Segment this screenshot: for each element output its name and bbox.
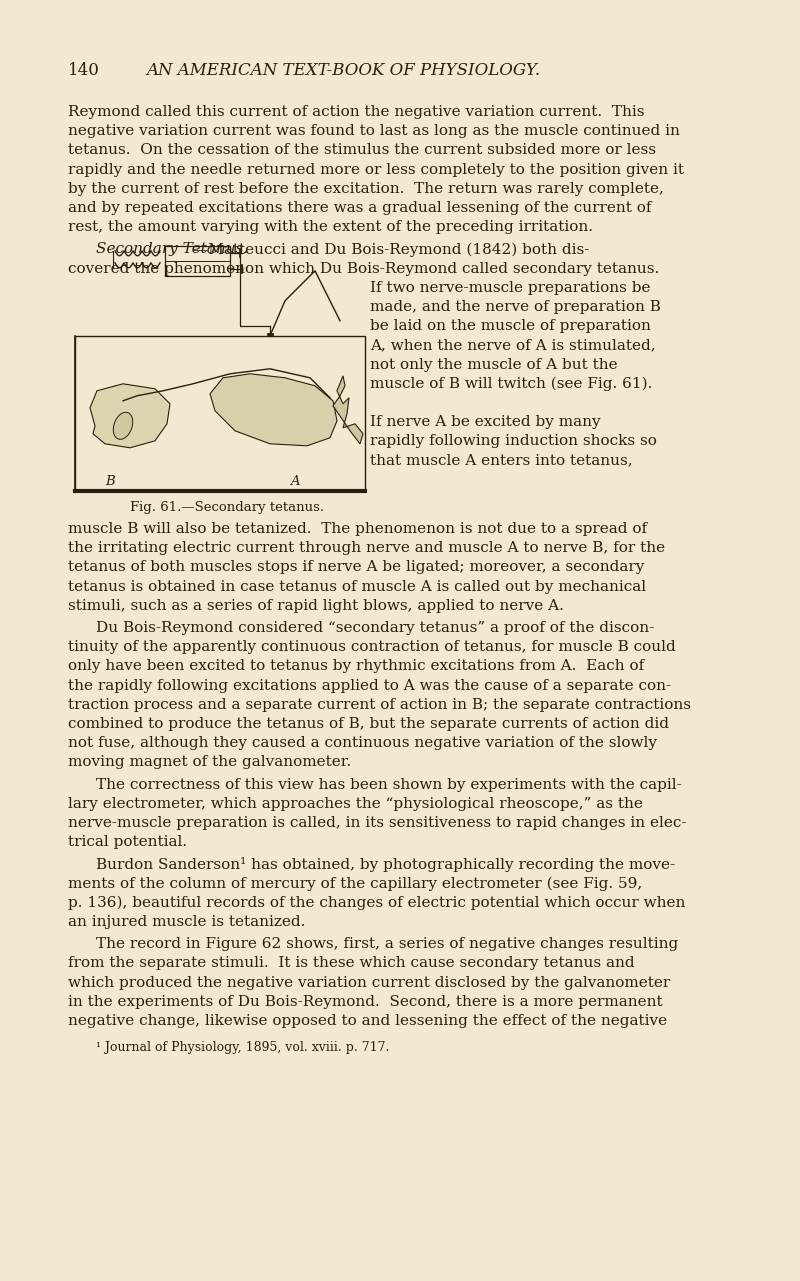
Text: only have been excited to tetanus by rhythmic excitations from A.  Each of: only have been excited to tetanus by rhy… xyxy=(68,660,644,674)
Text: covered the phenomenon which Du Bois-Reymond called secondary tetanus.: covered the phenomenon which Du Bois-Rey… xyxy=(68,261,659,275)
Text: the rapidly following excitations applied to A was the cause of a separate con-: the rapidly following excitations applie… xyxy=(68,679,671,693)
Bar xyxy=(165,246,230,275)
Bar xyxy=(75,336,365,491)
Text: nerve-muscle preparation is called, in its sensitiveness to rapid changes in ele: nerve-muscle preparation is called, in i… xyxy=(68,816,686,830)
Text: moving magnet of the galvanometer.: moving magnet of the galvanometer. xyxy=(68,756,351,770)
Text: ¹ Journal of Physiology, 1895, vol. xviii. p. 717.: ¹ Journal of Physiology, 1895, vol. xvii… xyxy=(96,1041,390,1054)
Text: The correctness of this view has been shown by experiments with the capil-: The correctness of this view has been sh… xyxy=(96,778,682,792)
Text: tetanus is obtained in case tetanus of muscle A is called out by mechanical: tetanus is obtained in case tetanus of m… xyxy=(68,579,646,593)
Text: that muscle A enters into tetanus,: that muscle A enters into tetanus, xyxy=(370,453,633,468)
Text: —Matteucci and Du Bois-Reymond (1842) both dis-: —Matteucci and Du Bois-Reymond (1842) bo… xyxy=(193,242,590,256)
Text: rapidly following induction shocks so: rapidly following induction shocks so xyxy=(370,434,657,448)
Text: tetanus.  On the cessation of the stimulus the current subsided more or less: tetanus. On the cessation of the stimulu… xyxy=(68,143,656,158)
Text: If nerve A be excited by many: If nerve A be excited by many xyxy=(370,415,601,429)
Text: 140: 140 xyxy=(68,61,100,79)
Text: AN AMERICAN TEXT-BOOK OF PHYSIOLOGY.: AN AMERICAN TEXT-BOOK OF PHYSIOLOGY. xyxy=(146,61,540,79)
Text: ments of the column of mercury of the capillary electrometer (see Fig. 59,: ments of the column of mercury of the ca… xyxy=(68,876,642,892)
Text: the irritating electric current through nerve and muscle A to nerve B, for the: the irritating electric current through … xyxy=(68,541,665,555)
Text: Du Bois-Reymond considered “secondary tetanus” a proof of the discon-: Du Bois-Reymond considered “secondary te… xyxy=(96,621,654,635)
Text: trical potential.: trical potential. xyxy=(68,835,187,849)
Text: be laid on the muscle of preparation: be laid on the muscle of preparation xyxy=(370,319,651,333)
Text: from the separate stimuli.  It is these which cause secondary tetanus and: from the separate stimuli. It is these w… xyxy=(68,957,634,971)
Polygon shape xyxy=(210,374,337,446)
Text: Secondary Tetanus.: Secondary Tetanus. xyxy=(96,242,248,256)
Text: Fig. 61.—Secondary tetanus.: Fig. 61.—Secondary tetanus. xyxy=(130,501,324,514)
Polygon shape xyxy=(90,384,170,448)
Text: made, and the nerve of preparation B: made, and the nerve of preparation B xyxy=(370,300,661,314)
Text: B: B xyxy=(105,475,114,488)
Text: Reymond called this current of action the negative variation current.  This: Reymond called this current of action th… xyxy=(68,105,645,119)
Text: and by repeated excitations there was a gradual lessening of the current of: and by repeated excitations there was a … xyxy=(68,201,651,215)
Text: stimuli, such as a series of rapid light blows, applied to nerve A.: stimuli, such as a series of rapid light… xyxy=(68,598,564,612)
Text: in the experiments of Du Bois-Reymond.  Second, there is a more permanent: in the experiments of Du Bois-Reymond. S… xyxy=(68,995,662,1009)
Text: lary electrometer, which approaches the “physiological rheoscope,” as the: lary electrometer, which approaches the … xyxy=(68,797,643,811)
Text: not fuse, although they caused a continuous negative variation of the slowly: not fuse, although they caused a continu… xyxy=(68,737,657,751)
Text: If two nerve-muscle preparations be: If two nerve-muscle preparations be xyxy=(370,281,650,295)
Text: A, when the nerve of A is stimulated,: A, when the nerve of A is stimulated, xyxy=(370,338,656,352)
Text: which produced the negative variation current disclosed by the galvanometer: which produced the negative variation cu… xyxy=(68,976,670,990)
Text: negative change, likewise opposed to and lessening the effect of the negative: negative change, likewise opposed to and… xyxy=(68,1015,667,1027)
Text: muscle B will also be tetanized.  The phenomenon is not due to a spread of: muscle B will also be tetanized. The phe… xyxy=(68,521,647,535)
Text: Burdon Sanderson¹ has obtained, by photographically recording the move-: Burdon Sanderson¹ has obtained, by photo… xyxy=(96,857,675,872)
Ellipse shape xyxy=(114,412,133,439)
Text: The record in Figure 62 shows, first, a series of negative changes resulting: The record in Figure 62 shows, first, a … xyxy=(96,938,678,952)
Text: negative variation current was found to last as long as the muscle continued in: negative variation current was found to … xyxy=(68,124,680,138)
Text: rest, the amount varying with the extent of the preceding irritation.: rest, the amount varying with the extent… xyxy=(68,220,593,234)
Text: not only the muscle of A but the: not only the muscle of A but the xyxy=(370,357,618,371)
Text: tinuity of the apparently continuous contraction of tetanus, for muscle B could: tinuity of the apparently continuous con… xyxy=(68,640,676,655)
Text: traction process and a separate current of action in B; the separate contraction: traction process and a separate current … xyxy=(68,698,691,712)
Polygon shape xyxy=(333,375,363,443)
Text: p. 136), beautiful records of the changes of electric potential which occur when: p. 136), beautiful records of the change… xyxy=(68,895,686,911)
Text: rapidly and the needle returned more or less completely to the position given it: rapidly and the needle returned more or … xyxy=(68,163,684,177)
Text: muscle of B will twitch (see Fig. 61).: muscle of B will twitch (see Fig. 61). xyxy=(370,377,652,391)
Text: tetanus of both muscles stops if nerve A be ligated; moreover, a secondary: tetanus of both muscles stops if nerve A… xyxy=(68,560,644,574)
Text: A: A xyxy=(290,475,300,488)
Text: by the current of rest before the excitation.  The return was rarely complete,: by the current of rest before the excita… xyxy=(68,182,664,196)
Text: an injured muscle is tetanized.: an injured muscle is tetanized. xyxy=(68,915,306,929)
Text: combined to produce the tetanus of B, but the separate currents of action did: combined to produce the tetanus of B, bu… xyxy=(68,717,669,731)
